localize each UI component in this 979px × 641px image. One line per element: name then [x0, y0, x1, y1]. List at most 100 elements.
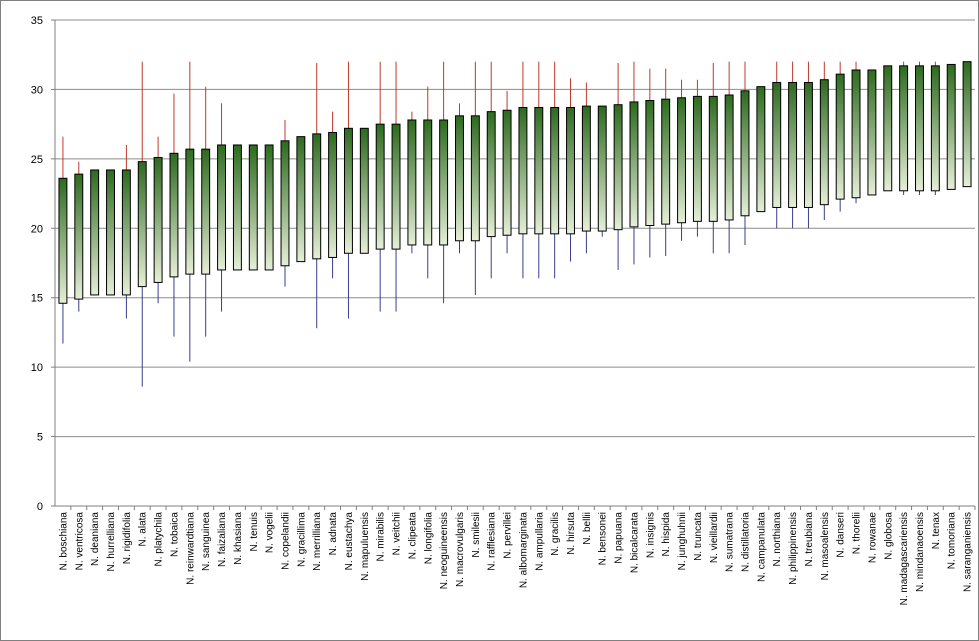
x-tick-label: N. tenuis: [249, 512, 260, 551]
range-bar: [359, 127, 369, 254]
range-bar: [343, 127, 353, 254]
y-tick-label: 15: [31, 293, 43, 305]
range-bar: [661, 98, 671, 225]
x-tick-label: N. bellii: [582, 512, 593, 545]
x-axis: N. boschiana N. ventricosa N. deaniana N. h…: [55, 505, 976, 605]
x-tick-label: N. gracilis: [550, 512, 561, 556]
y-tick-label: 30: [31, 84, 43, 96]
y-tick-label: 0: [37, 501, 43, 513]
y-axis: 0 5 10 15 20 25 30 35: [31, 15, 56, 513]
x-tick-label: N. veitchii: [392, 512, 403, 555]
x-tick-label: N. truncata: [693, 512, 704, 561]
range-bar: [518, 106, 528, 235]
x-tick-label: N. boschiana: [58, 512, 69, 571]
range-bar: [946, 63, 956, 190]
x-tick-label: N. vogelii: [265, 512, 276, 553]
bars: [58, 61, 972, 304]
range-bar: [629, 101, 639, 228]
range-bar: [692, 95, 702, 222]
range-bar: [264, 144, 274, 271]
whiskers: [62, 61, 936, 387]
range-bar: [867, 69, 877, 196]
range-bar: [58, 177, 68, 304]
range-bar: [534, 106, 544, 235]
range-bar: [455, 115, 464, 242]
range-bar: [280, 140, 290, 267]
x-tick-label: N. hurrelliana: [106, 512, 117, 572]
x-tick-label: N. danseri: [836, 512, 847, 558]
x-tick-label: N. globosa: [883, 512, 894, 560]
range-bar: [470, 115, 480, 242]
x-tick-label: N. reinwardtiana: [185, 512, 196, 585]
range-bar: [899, 65, 909, 192]
range-bar: [962, 61, 972, 188]
range-bar: [232, 144, 242, 271]
x-tick-label: N. tobaica: [169, 512, 180, 557]
x-tick-label: N. bicalcarata: [629, 512, 640, 574]
x-tick-label: N. ventricosa: [74, 512, 85, 571]
x-tick-label: N. philippinensis: [788, 512, 799, 585]
range-bar: [645, 100, 655, 227]
x-tick-label: N. longifolia: [423, 512, 434, 565]
x-tick-label: N. madagascariensis: [899, 512, 910, 605]
x-tick-label: N. sanguinea: [201, 512, 212, 571]
range-bar: [851, 69, 861, 199]
x-tick-label: N. clipeata: [407, 512, 418, 560]
x-tick-label: N. eustachya: [344, 512, 355, 571]
x-tick-label: N. tomoriana: [947, 512, 958, 570]
range-bar: [724, 94, 734, 221]
x-tick-label: N. khasiana: [233, 512, 244, 565]
x-tick-label: N. copelandii: [281, 512, 292, 570]
x-tick-label: N. thorelii: [852, 512, 863, 554]
range-bar: [169, 152, 179, 278]
x-tick-label: N. treubiana: [804, 512, 815, 567]
range-bar: [502, 109, 512, 236]
range-bar: [915, 65, 924, 192]
range-bar: [581, 105, 591, 232]
range-bar: [597, 105, 607, 232]
x-tick-label: N. ampullaria: [534, 512, 545, 571]
range-bar: [613, 104, 623, 231]
range-bar: [439, 119, 449, 246]
range-bar: [550, 106, 560, 235]
y-tick-label: 10: [31, 362, 43, 374]
x-tick-label: N. pervillei: [503, 512, 514, 559]
range-bar: [423, 119, 433, 246]
range-bar: [312, 133, 322, 260]
x-tick-label: N. mindanaoensis: [915, 512, 926, 592]
x-tick-label: N. sumatrana: [725, 512, 736, 572]
range-bar: [788, 81, 798, 208]
range-bar: [248, 144, 258, 271]
range-bar: [328, 131, 338, 258]
range-bar: [819, 79, 829, 206]
range-bar: [137, 161, 147, 288]
x-tick-label: N. campanulata: [756, 512, 767, 582]
x-tick-label: N. platychila: [154, 512, 165, 567]
range-bar: [772, 81, 782, 208]
range-bar: [74, 173, 84, 300]
x-tick-label: N. junghuhnii: [677, 512, 688, 570]
x-tick-label: N. rigidifolia: [122, 512, 133, 565]
x-tick-label: N. albomarginata: [518, 512, 529, 589]
x-tick-label: N. smilesii: [471, 512, 482, 558]
range-bar: [296, 136, 306, 263]
x-tick-label: N. hispida: [661, 512, 672, 557]
x-tick-label: N. mirabilis: [376, 512, 387, 561]
range-bar: [740, 90, 750, 217]
x-tick-label: N. tenax: [931, 512, 942, 549]
range-bar: [185, 148, 195, 275]
range-bar: [486, 111, 496, 238]
x-tick-label: N. alata: [138, 512, 149, 547]
x-tick-label: N. rafflesiana: [487, 512, 498, 571]
x-tick-label: N. merrilliana: [312, 512, 323, 571]
x-tick-label: N. bensonei: [598, 512, 609, 565]
x-tick-label: N. insignis: [645, 512, 656, 558]
range-bar: [835, 73, 845, 200]
range-bar: [883, 65, 893, 192]
range-bar: [930, 65, 940, 192]
range-bar: [391, 123, 401, 250]
x-tick-label: N. distillatoria: [741, 512, 752, 572]
x-tick-label: N. deaniana: [90, 512, 101, 566]
